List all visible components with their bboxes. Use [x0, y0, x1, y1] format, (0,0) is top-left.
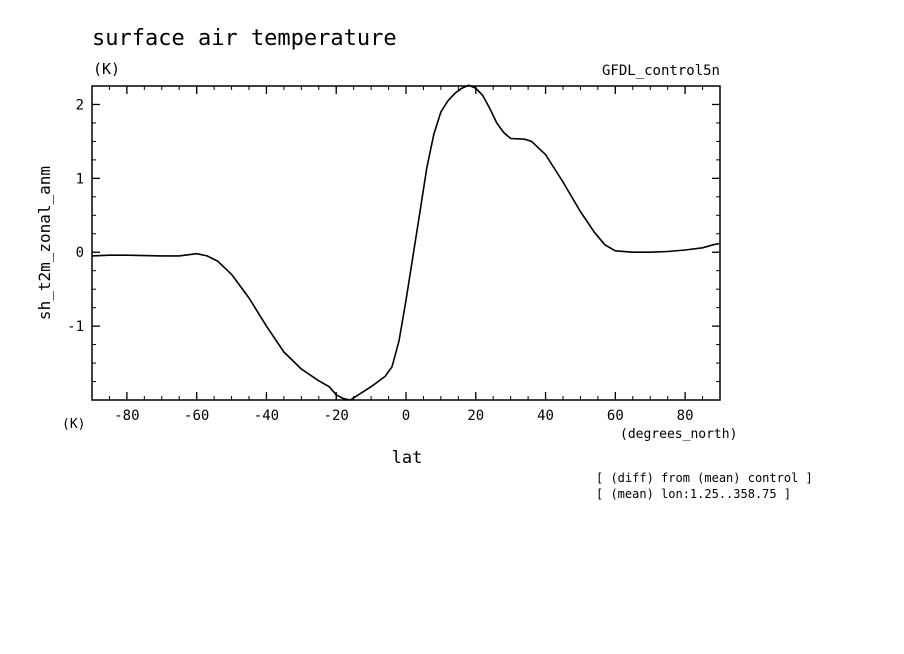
x-axis-label: lat — [392, 448, 423, 468]
y-tick-label: 0 — [76, 245, 84, 261]
y-units-label: (K) — [62, 417, 85, 432]
series-line — [91, 84, 721, 401]
note-line-2: [ (mean) lon:1.25..358.75 ] — [596, 487, 791, 501]
y-tick-label: -1 — [67, 319, 84, 335]
x-tick-label: 80 — [677, 408, 694, 424]
axis-ticks — [92, 85, 720, 400]
units-label: (K) — [93, 60, 120, 78]
y-tick-label: 1 — [76, 171, 84, 187]
x-tick-label: 20 — [467, 408, 484, 424]
x-tick-label: 60 — [607, 408, 624, 424]
x-units-label: (degrees_north) — [620, 427, 737, 442]
x-tick-label: -60 — [184, 408, 209, 424]
x-tick-label: 0 — [402, 408, 410, 424]
x-tick-label: -80 — [114, 408, 139, 424]
axis-tick-labels: -80 -60 -40 -20 0 20 40 60 80 -1 0 1 2 — [67, 97, 693, 424]
note-line-1: [ (diff) from (mean) control ] — [596, 471, 813, 485]
x-tick-label: 40 — [537, 408, 554, 424]
y-axis-label: sh_t2m_zonal_anm — [35, 166, 54, 320]
dataset-label: GFDL_control5n — [602, 63, 720, 79]
x-tick-label: -40 — [254, 408, 279, 424]
plot-layer: -80 -60 -40 -20 0 20 40 60 80 -1 0 1 2 — [67, 84, 721, 424]
plot-frame — [91, 85, 721, 401]
x-tick-label: -20 — [324, 408, 349, 424]
chart-title: surface air temperature — [92, 26, 397, 51]
y-tick-label: 2 — [76, 97, 84, 113]
